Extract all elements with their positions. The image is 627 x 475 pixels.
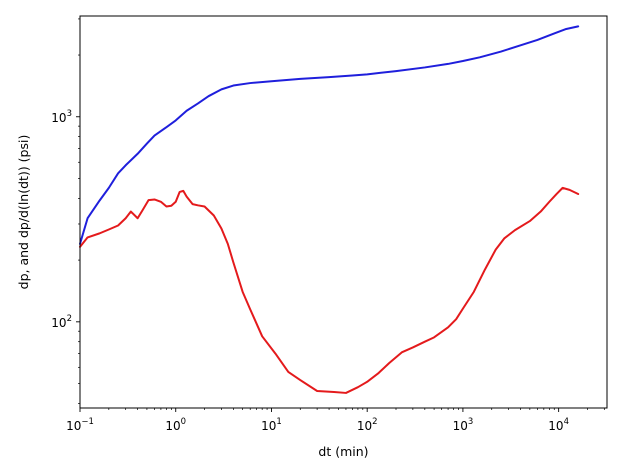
x-axis: 10−1 100 101 102 103 104 [66,408,605,433]
plot-frame [79,15,608,409]
x-tick-label: 102 [357,417,378,433]
x-tick-label: 104 [548,417,569,433]
x-tick-label: 10−1 [66,417,94,433]
y-tick-label: 103 [51,109,72,125]
x-tick-label: 100 [165,417,186,433]
series-layer [79,25,580,394]
x-tick-label: 101 [261,417,282,433]
x-tick-label: 103 [453,417,474,433]
y-axis-label: dp, and dp/d(ln(dt)) (psi) [16,135,31,290]
y-tick-label: 102 [51,314,72,330]
plot-area [80,16,607,408]
y-axis: 102 103 [51,18,80,404]
series-line-2 [79,186,580,394]
x-axis-label: dt (min) [318,444,368,459]
series-line-1 [79,25,580,245]
